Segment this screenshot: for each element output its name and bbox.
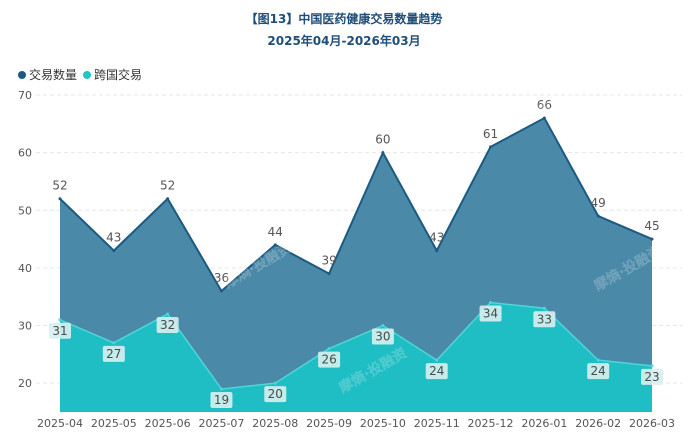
data-label-box-crossborder: [102, 345, 125, 362]
legend-label-total: 交易数量: [29, 68, 78, 82]
data-label-total: 49: [591, 196, 606, 210]
data-label-total: 36: [214, 271, 229, 285]
x-tick-label: 2025-06: [145, 417, 191, 430]
point-total: [650, 237, 654, 241]
point-total: [219, 289, 223, 293]
y-tick-60: 60: [18, 147, 32, 160]
x-tick-label: 2026-01: [521, 417, 567, 430]
data-label-box-crossborder: [210, 391, 233, 408]
data-label-total: 52: [52, 179, 67, 193]
point-total: [542, 116, 546, 120]
data-label-crossborder: 30: [375, 330, 390, 344]
data-label-total: 43: [106, 231, 121, 245]
x-tick-label: 2026-03: [629, 417, 675, 430]
data-label-box-crossborder: [533, 311, 556, 328]
y-tick-70: 70: [18, 89, 32, 102]
point-crossborder: [650, 364, 654, 368]
data-label-crossborder: 34: [483, 306, 498, 320]
point-crossborder: [112, 341, 116, 345]
point-crossborder: [166, 312, 170, 316]
point-total: [489, 145, 493, 149]
data-label-crossborder: 32: [160, 318, 175, 332]
data-label-box-crossborder: [318, 351, 341, 368]
series-area-crossborder: [60, 302, 652, 412]
data-label-crossborder: 24: [591, 364, 606, 378]
x-tick-label: 2025-09: [306, 417, 352, 430]
data-label-box-crossborder: [587, 363, 610, 380]
point-crossborder: [327, 347, 331, 351]
y-tick-30: 30: [18, 320, 32, 333]
x-tick-label: 2026-02: [575, 417, 621, 430]
legend-marker-total: [18, 70, 26, 79]
data-label-crossborder: 31: [52, 324, 67, 338]
point-total: [381, 151, 385, 155]
data-label-crossborder: 26: [321, 353, 336, 367]
series-line-total: [59, 116, 653, 293]
point-total: [435, 249, 439, 253]
chart-subtitle: 2025年04月-2026年03月: [267, 34, 421, 48]
data-label-crossborder: 33: [537, 312, 552, 326]
data-label-total: 61: [483, 127, 498, 141]
data-label-box-crossborder: [371, 328, 394, 345]
x-tick-label: 2025-07: [198, 417, 244, 430]
data-label-crossborder: 20: [268, 387, 283, 401]
data-label-crossborder: 27: [106, 347, 121, 361]
data-label-box-crossborder: [156, 317, 179, 334]
x-tick-label: 2025-10: [360, 417, 406, 430]
point-crossborder: [381, 324, 385, 328]
legend-item-crossborder[interactable]: 跨国交易: [83, 66, 142, 83]
y-tick-20: 20: [18, 377, 32, 390]
data-label-crossborder: 19: [214, 393, 229, 407]
data-label-total: 39: [321, 254, 336, 268]
point-crossborder: [489, 300, 493, 304]
x-tick-label: 2025-12: [468, 417, 514, 430]
y-tick-40: 40: [18, 262, 32, 275]
point-total: [273, 243, 277, 247]
data-label-crossborder: 24: [429, 364, 444, 378]
legend: 交易数量 跨国交易: [18, 66, 148, 83]
point-total: [112, 249, 116, 253]
data-label-crossborder: 23: [644, 370, 659, 384]
x-tick-label: 2025-04: [37, 417, 83, 430]
data-label-box-crossborder: [425, 363, 448, 380]
data-label-total: 43: [429, 231, 444, 245]
x-tick-label: 2025-11: [414, 417, 460, 430]
point-crossborder: [542, 306, 546, 310]
data-label-box-crossborder: [479, 305, 502, 322]
point-crossborder: [435, 358, 439, 362]
point-total: [327, 272, 331, 276]
data-label-box-crossborder: [49, 322, 71, 339]
chart-title: 【图13】中国医药健康交易数量趋势: [245, 12, 443, 26]
data-label-box-crossborder: [641, 368, 663, 385]
data-label-total: 44: [268, 225, 283, 239]
data-label-total: 52: [160, 179, 175, 193]
point-crossborder: [596, 358, 600, 362]
legend-marker-crossborder: [83, 70, 92, 79]
x-tick-label: 2025-08: [252, 417, 298, 430]
point-total: [58, 197, 62, 201]
data-label-total: 45: [644, 219, 659, 233]
point-total: [596, 214, 600, 218]
point-total: [166, 197, 170, 201]
legend-item-total[interactable]: 交易数量: [18, 66, 77, 83]
legend-label-crossborder: 跨国交易: [94, 68, 143, 82]
data-label-total: 60: [375, 133, 390, 147]
data-label-box-crossborder: [264, 386, 287, 403]
point-crossborder: [219, 387, 223, 391]
point-crossborder: [58, 318, 62, 322]
point-crossborder: [273, 381, 277, 385]
y-tick-50: 50: [18, 204, 32, 217]
x-tick-label: 2025-05: [91, 417, 137, 430]
data-label-total: 66: [537, 98, 552, 112]
